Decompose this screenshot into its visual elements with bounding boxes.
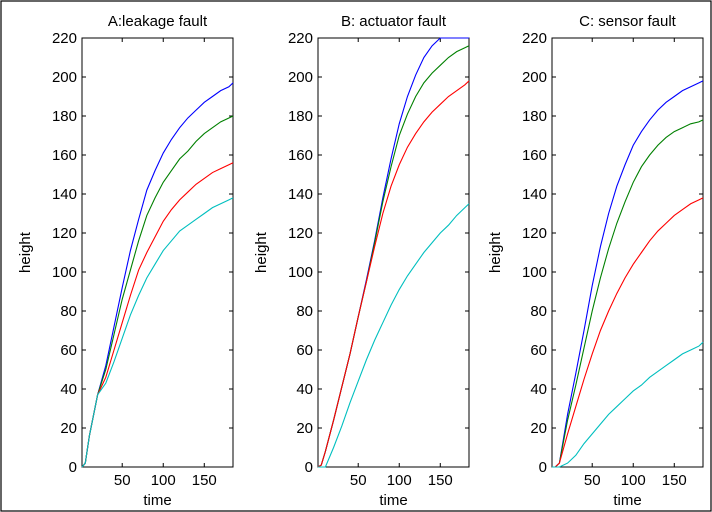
y-tick-label: 140	[522, 186, 547, 203]
y-tick-label: 0	[69, 459, 77, 476]
chart-title: A:leakage fault	[108, 13, 208, 30]
y-tick-label: 220	[522, 30, 547, 47]
y-tick-label: 100	[52, 264, 77, 281]
y-tick-label: 20	[296, 420, 313, 437]
x-ticks: 50 100 150	[584, 38, 687, 489]
series-line-4	[81, 197, 234, 468]
x-ticks: 50 100 150	[350, 38, 453, 489]
y-tick-label: 120	[522, 225, 547, 242]
series-line-3	[552, 197, 704, 468]
y-axis-label: height	[487, 231, 504, 273]
x-ticks: 50 100 150	[114, 38, 217, 489]
series-line-2	[552, 119, 704, 468]
y-tick-label: 200	[52, 69, 77, 86]
y-tick-label: 200	[522, 69, 547, 86]
x-tick-label: 50	[584, 472, 601, 489]
series-line-4	[552, 341, 704, 468]
subplot-c: C: sensor fault time height 0 20 40 60 80 100…	[487, 13, 704, 509]
subplot-a: A:leakage fault time height 0 20 40 60 80 100…	[17, 13, 234, 509]
x-tick-label: 50	[114, 472, 131, 489]
y-tick-label: 180	[522, 108, 547, 125]
y-tick-label: 60	[60, 342, 77, 359]
y-tick-label: 140	[288, 186, 313, 203]
y-tick-label: 140	[52, 186, 77, 203]
series-line-2	[81, 115, 234, 468]
axes-box	[551, 37, 704, 468]
series-line-4	[318, 203, 470, 468]
y-tick-label: 80	[530, 303, 547, 320]
y-tick-label: 120	[288, 225, 313, 242]
y-tick-label: 60	[530, 342, 547, 359]
series-lines	[317, 37, 470, 468]
y-tick-label: 180	[52, 108, 77, 125]
y-tick-label: 160	[522, 147, 547, 164]
y-tick-label: 20	[530, 420, 547, 437]
y-tick-label: 160	[288, 147, 313, 164]
y-tick-label: 120	[52, 225, 77, 242]
chart-title: B: actuator fault	[341, 13, 447, 30]
y-ticks: 0 20 40 60 80 100 120 140 160 180 200 220	[52, 30, 233, 476]
y-tick-label: 100	[522, 264, 547, 281]
x-tick-label: 100	[387, 472, 412, 489]
x-tick-label: 100	[151, 472, 176, 489]
y-tick-label: 0	[305, 459, 313, 476]
y-tick-label: 0	[539, 459, 547, 476]
y-axis-label: height	[253, 231, 270, 273]
y-axis-label: height	[17, 231, 34, 273]
x-axis-label: time	[379, 492, 407, 509]
y-tick-label: 220	[52, 30, 77, 47]
y-tick-label: 40	[60, 381, 77, 398]
y-tick-label: 80	[296, 303, 313, 320]
series-line-3	[317, 80, 470, 468]
series-line-3	[81, 162, 234, 468]
y-tick-label: 40	[530, 381, 547, 398]
subplot-b: B: actuator fault time height 0 20 40 60 80 1…	[253, 13, 470, 509]
y-tick-label: 160	[52, 147, 77, 164]
x-tick-label: 150	[662, 472, 687, 489]
y-tick-label: 220	[288, 30, 313, 47]
x-tick-label: 150	[192, 472, 217, 489]
x-tick-label: 50	[350, 472, 367, 489]
y-ticks: 0 20 40 60 80 100 120 140 160 180 200 220	[522, 30, 703, 476]
x-axis-label: time	[613, 492, 641, 509]
y-tick-label: 20	[60, 420, 77, 437]
chart-title: C: sensor fault	[579, 13, 677, 30]
x-axis-label: time	[143, 492, 171, 509]
y-tick-label: 40	[296, 381, 313, 398]
y-ticks: 0 20 40 60 80 100 120 140 160 180 200 220	[288, 30, 469, 476]
x-tick-label: 150	[428, 472, 453, 489]
y-tick-label: 200	[288, 69, 313, 86]
axes-box	[81, 37, 234, 468]
series-line-1	[552, 80, 704, 468]
series-lines	[552, 80, 704, 468]
y-tick-label: 80	[60, 303, 77, 320]
x-tick-label: 100	[621, 472, 646, 489]
y-tick-label: 180	[288, 108, 313, 125]
series-lines	[81, 82, 234, 468]
axes-box	[317, 37, 470, 468]
y-tick-label: 60	[296, 342, 313, 359]
y-tick-label: 100	[288, 264, 313, 281]
